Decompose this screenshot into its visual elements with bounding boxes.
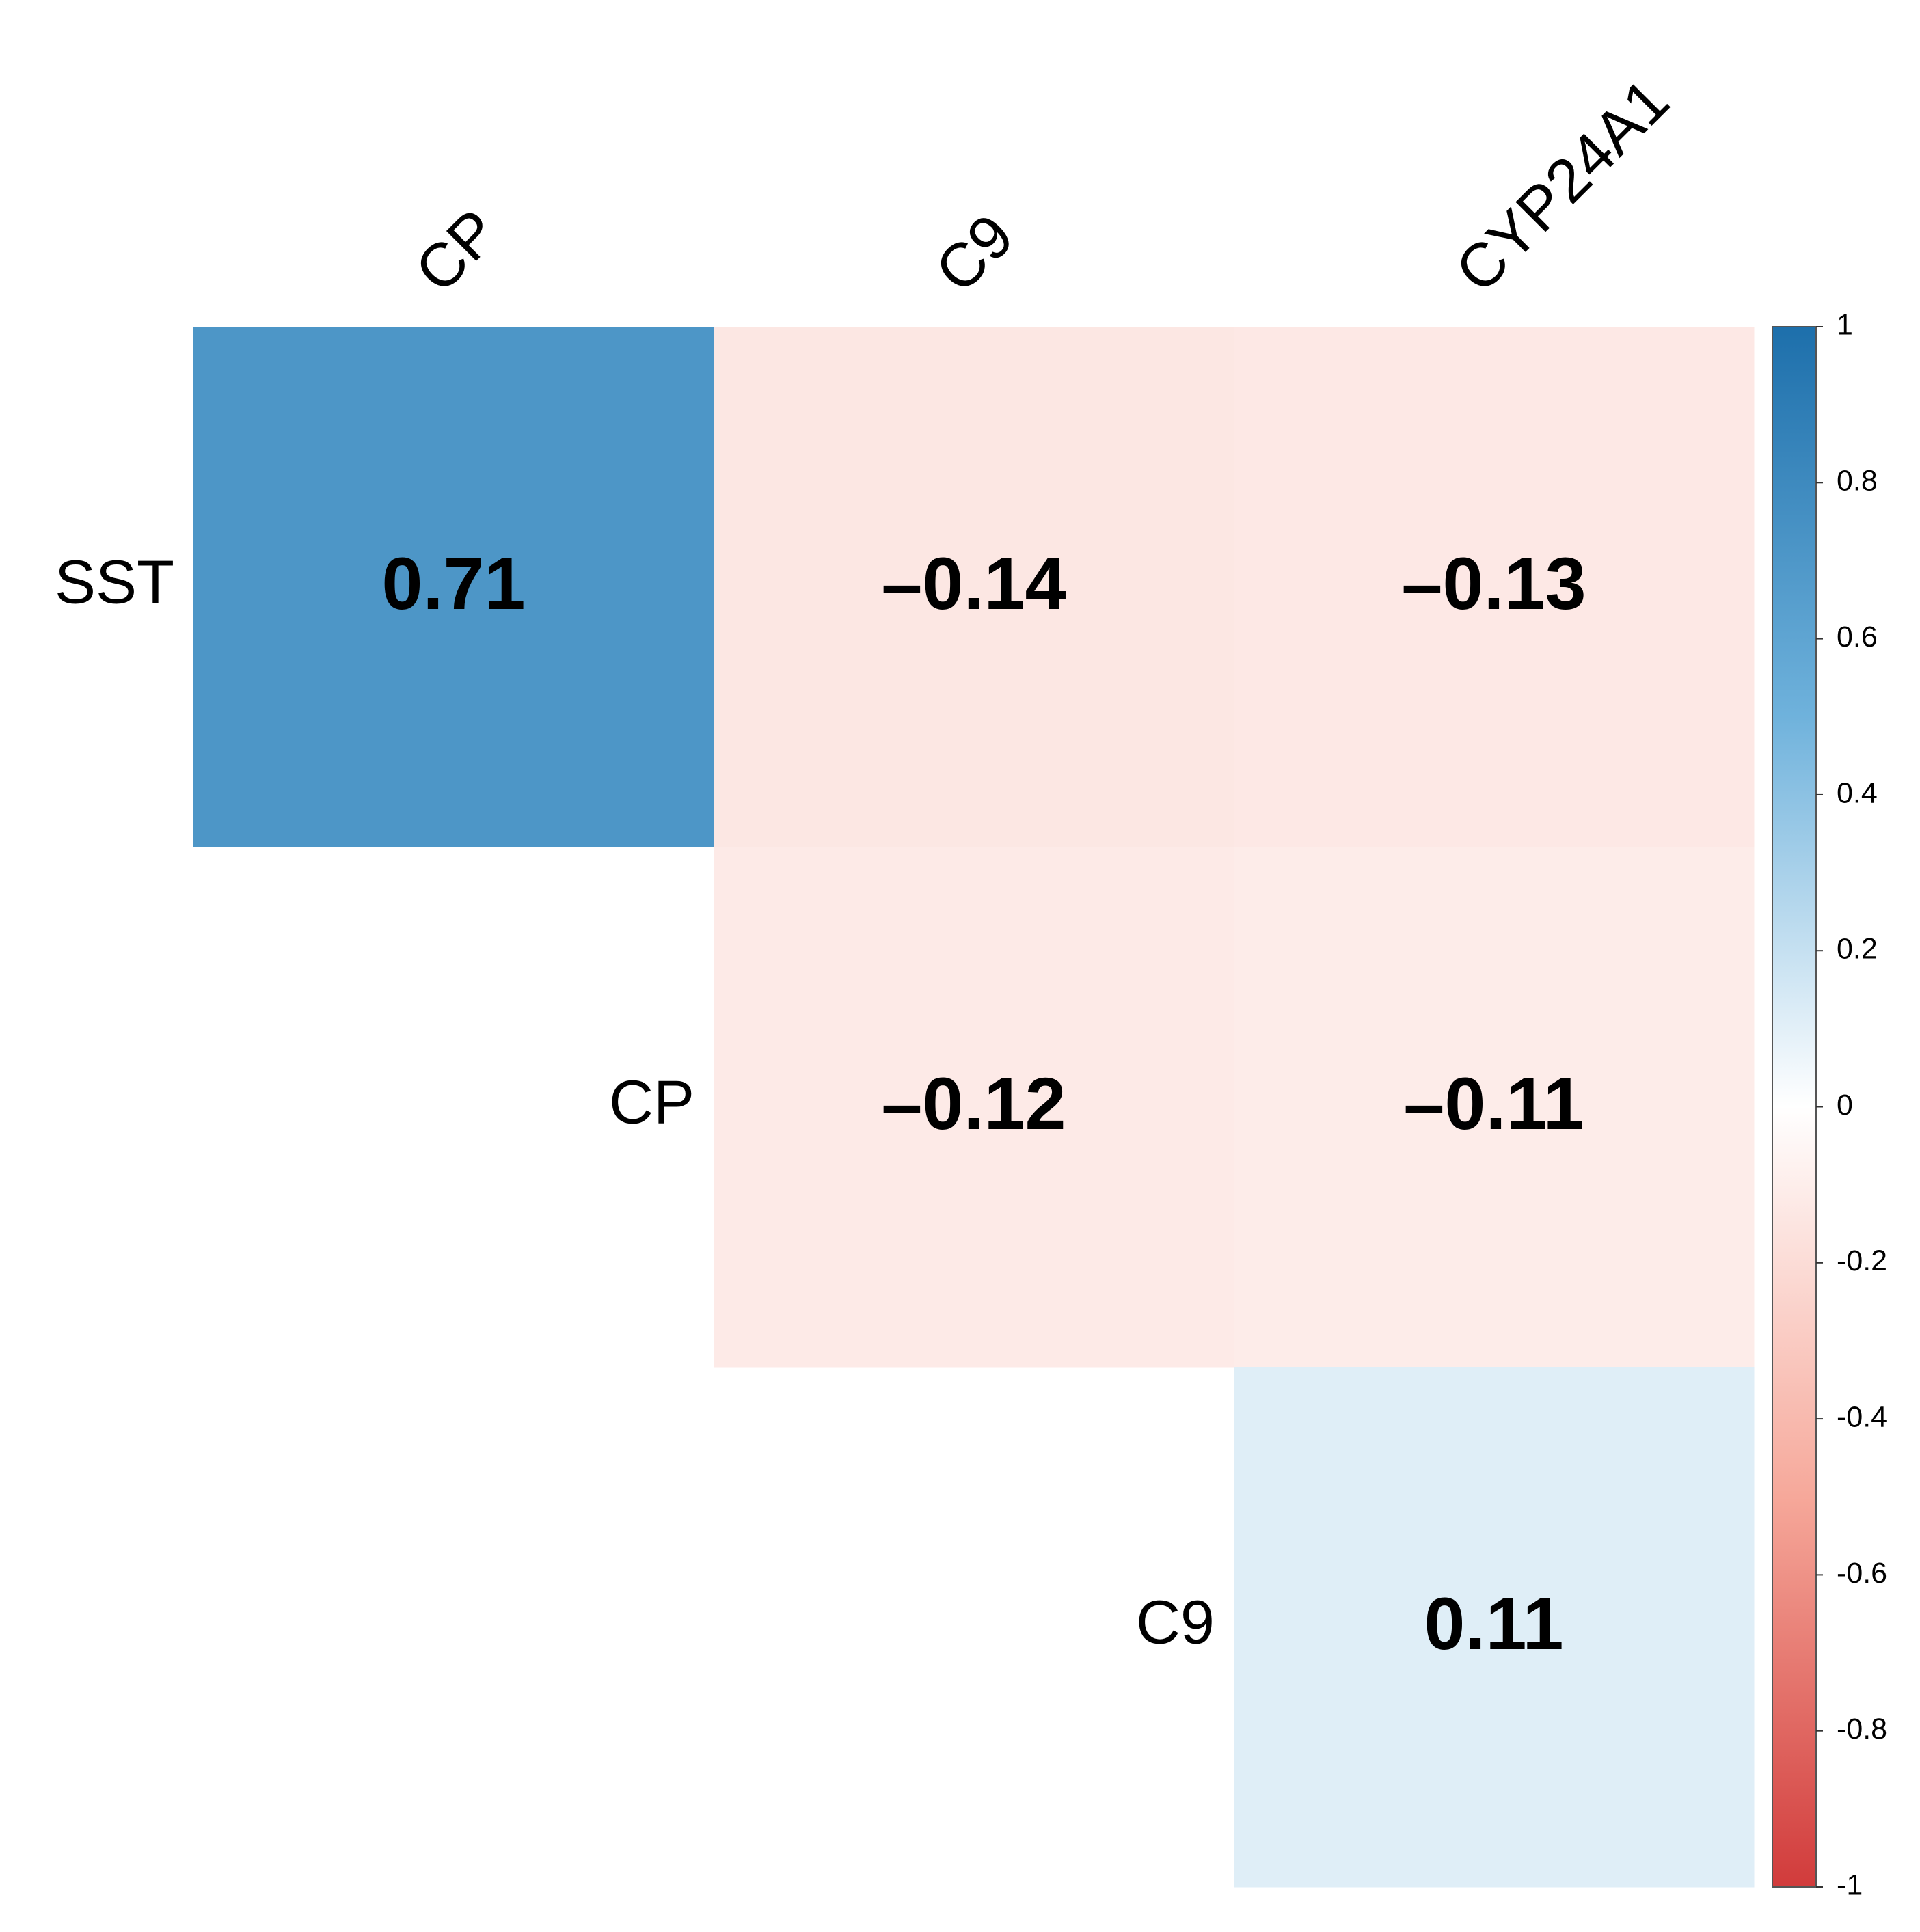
row-label: C9: [1136, 1588, 1215, 1657]
column-label: CP: [403, 197, 511, 305]
cell-label: –0.14: [881, 542, 1066, 625]
colorbar-tick-label: 1: [1837, 308, 1853, 341]
heatmap-cell: [1234, 847, 1755, 1368]
colorbar-tick-label: 0: [1837, 1089, 1853, 1121]
colorbar: [1772, 326, 1817, 1888]
row-label: SST: [55, 548, 174, 616]
heatmap-cell: [714, 847, 1234, 1368]
colorbar-tick-label: 0.6: [1837, 621, 1878, 653]
colorbar-tick-label: -0.8: [1837, 1713, 1887, 1745]
cell-label: –0.13: [1401, 542, 1586, 625]
heatmap-cell: [1234, 327, 1755, 847]
row-label: CP: [609, 1068, 694, 1137]
colorbar-tick-label: 0.4: [1837, 776, 1878, 809]
colorbar-tick-label: -0.2: [1837, 1244, 1887, 1277]
colorbar-tick-label: 0.2: [1837, 933, 1878, 966]
cell-label: –0.12: [881, 1062, 1066, 1145]
cell-label: 0.11: [1424, 1582, 1563, 1665]
colorbar-tick-label: 0.8: [1837, 465, 1878, 498]
colorbar-tick-label: -1: [1837, 1868, 1863, 1901]
heatmap-cell: [714, 327, 1234, 847]
column-label: C9: [923, 202, 1027, 305]
cell-label: –0.11: [1403, 1062, 1584, 1145]
column-label: CYP24A1: [1443, 66, 1682, 305]
heatmap-cell: [1234, 1367, 1755, 1888]
colorbar-tick-label: -0.6: [1837, 1557, 1887, 1590]
colorbar-tick-label: -0.4: [1837, 1400, 1887, 1433]
cell-label: 0.71: [381, 542, 525, 625]
heatmap-cell: [193, 327, 714, 847]
